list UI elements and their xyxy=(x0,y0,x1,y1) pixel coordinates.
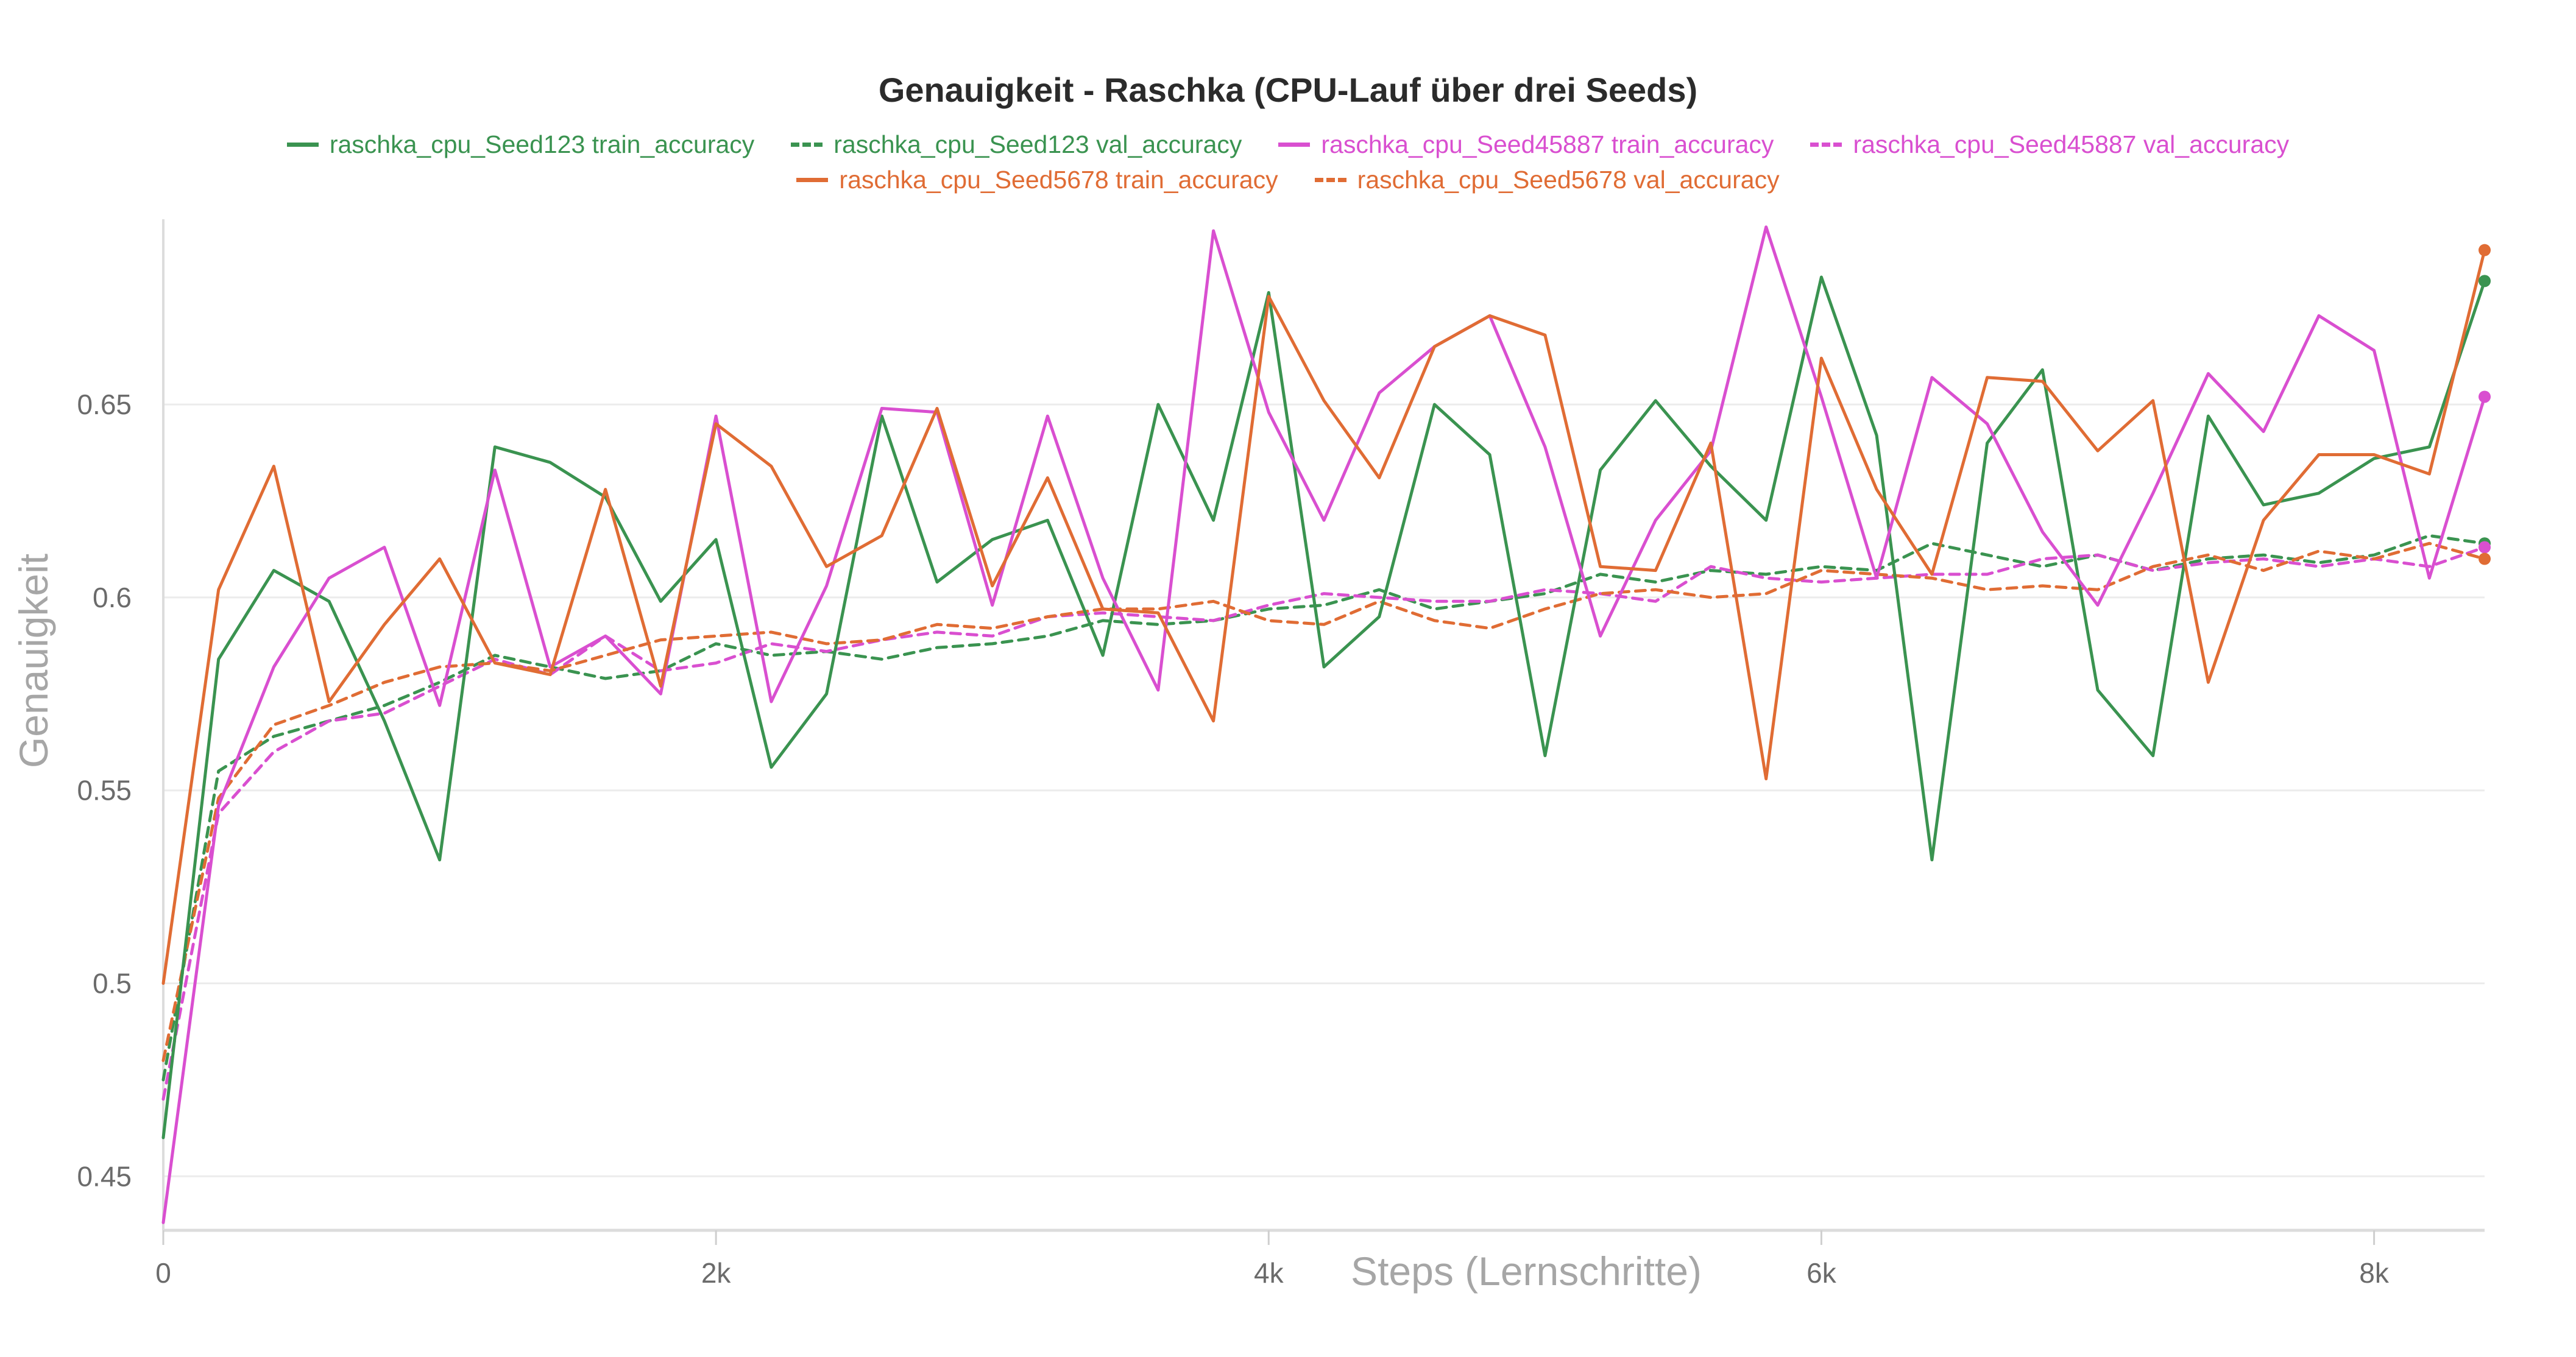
x-axis-title: Steps (Lernschritte) xyxy=(1351,1249,1702,1294)
legend-swatch-seed45887-val xyxy=(1810,142,1842,147)
series-line-seed123-val xyxy=(161,534,2486,1082)
legend-swatch-seed5678-val xyxy=(1314,177,1346,182)
legend-row-1: raschka_cpu_Seed123 train_accuracy rasch… xyxy=(0,127,2576,162)
series-line-seed5678-train xyxy=(161,248,2486,985)
series-line-seed45887-train xyxy=(161,225,2486,1224)
x-tick-label-2: 4k xyxy=(1254,1257,1284,1289)
y-tick-label-1: 0.5 xyxy=(93,968,132,999)
legend-label-seed5678-train: raschka_cpu_Seed5678 train_accuracy xyxy=(839,165,1278,194)
legend-item-seed45887-train[interactable]: raschka_cpu_Seed45887 train_accuracy xyxy=(1278,130,1774,159)
y-tick-label-3: 0.6 xyxy=(93,582,132,613)
chart-title: Genauigkeit - Raschka (CPU-Lauf über dre… xyxy=(878,71,1698,109)
series-endpoint-seed5678-train xyxy=(2479,244,2491,256)
legend-item-seed45887-val[interactable]: raschka_cpu_Seed45887 val_accuracy xyxy=(1810,130,2289,159)
legend-swatch-seed45887-train xyxy=(1278,142,1311,147)
series-endpoint-seed123-train xyxy=(2479,275,2491,287)
y-tick-label-2: 0.55 xyxy=(77,775,132,806)
legend-swatch-seed123-val xyxy=(791,142,823,147)
x-tick-label-3: 6k xyxy=(1806,1257,1837,1289)
series-endpoint-seed45887-train xyxy=(2479,390,2491,403)
legend-label-seed123-val: raschka_cpu_Seed123 val_accuracy xyxy=(833,130,1242,158)
legend-item-seed123-train[interactable]: raschka_cpu_Seed123 train_accuracy xyxy=(286,130,755,159)
legend-label-seed123-train: raschka_cpu_Seed123 train_accuracy xyxy=(329,130,755,158)
y-tick-label-4: 0.65 xyxy=(77,389,132,420)
legend-label-seed45887-val: raschka_cpu_Seed45887 val_accuracy xyxy=(1853,130,2290,158)
x-tick-label-1: 2k xyxy=(701,1257,732,1289)
series-endpoint-seed45887-val xyxy=(2479,541,2491,554)
legend-label-seed5678-val: raschka_cpu_Seed5678 val_accuracy xyxy=(1357,165,1780,194)
y-axis-title: Genauigkeit xyxy=(11,554,56,768)
legend-label-seed45887-train: raschka_cpu_Seed45887 train_accuracy xyxy=(1321,130,1774,158)
legend: raschka_cpu_Seed123 train_accuracy rasch… xyxy=(0,127,2576,197)
series-line-seed123-train xyxy=(161,275,2486,1140)
legend-item-seed5678-val[interactable]: raschka_cpu_Seed5678 val_accuracy xyxy=(1314,165,1780,194)
legend-item-seed5678-train[interactable]: raschka_cpu_Seed5678 train_accuracy xyxy=(796,166,1278,194)
series-endpoint-seed5678-val xyxy=(2479,552,2491,565)
x-tick-label-0: 0 xyxy=(155,1257,171,1289)
x-tick-label-4: 8k xyxy=(2359,1257,2390,1289)
legend-row-2: raschka_cpu_Seed5678 train_accuracy rasc… xyxy=(0,162,2576,197)
series-line-seed45887-val xyxy=(161,546,2486,1101)
y-tick-label-0: 0.45 xyxy=(77,1160,132,1192)
legend-swatch-seed123-train xyxy=(286,142,319,147)
legend-item-seed123-val[interactable]: raschka_cpu_Seed123 val_accuracy xyxy=(791,130,1242,159)
legend-swatch-seed5678-train xyxy=(796,177,829,182)
